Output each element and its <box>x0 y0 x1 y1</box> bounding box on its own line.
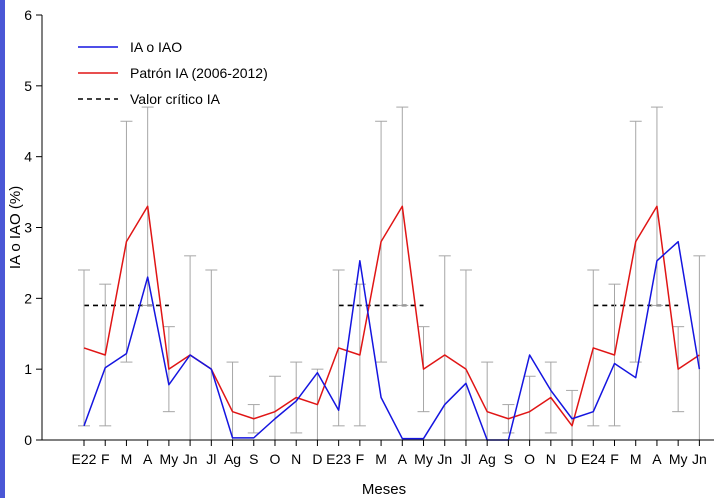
x-tick-label: O <box>524 451 535 467</box>
x-tick-label: D <box>567 451 577 467</box>
x-tick-label: Jn <box>692 451 707 467</box>
x-tick-label: D <box>312 451 322 467</box>
legend-label-patron: Patrón IA (2006-2012) <box>130 65 268 81</box>
x-axis-title: Meses <box>362 481 406 498</box>
x-tick-label: F <box>610 451 619 467</box>
x-tick-label: M <box>375 451 387 467</box>
x-tick-label: My <box>414 451 433 467</box>
x-tick-label: A <box>398 451 408 467</box>
x-tick-label: Jn <box>183 451 198 467</box>
y-tick-label: 4 <box>24 149 32 165</box>
y-tick-label: 1 <box>24 361 32 377</box>
x-tick-label: E22 <box>72 451 97 467</box>
x-tick-label: S <box>504 451 513 467</box>
x-tick-label: My <box>669 451 688 467</box>
legend-label-critical: Valor crítico IA <box>130 91 221 107</box>
x-tick-label: Jl <box>461 451 471 467</box>
x-tick-label: A <box>652 451 662 467</box>
x-tick-label: O <box>270 451 281 467</box>
x-tick-label: S <box>249 451 258 467</box>
x-tick-label: Jn <box>437 451 452 467</box>
x-tick-label: E24 <box>581 451 606 467</box>
legend-label-ia: IA o IAO <box>130 39 182 55</box>
x-tick-label: N <box>291 451 301 467</box>
x-tick-label: M <box>630 451 642 467</box>
left-accent-strip <box>0 0 5 498</box>
x-tick-label: E23 <box>326 451 351 467</box>
y-tick-label: 5 <box>24 78 32 94</box>
x-tick-label: My <box>160 451 179 467</box>
x-tick-label: Ag <box>224 451 241 467</box>
x-tick-label: F <box>356 451 365 467</box>
x-tick-label: A <box>143 451 153 467</box>
x-tick-label: M <box>121 451 133 467</box>
series-line-ia <box>83 240 701 441</box>
y-tick-label: 3 <box>24 220 32 236</box>
x-tick-label: F <box>101 451 110 467</box>
y-tick-label: 2 <box>24 290 32 306</box>
y-tick-label: 6 <box>24 7 32 23</box>
series-line-patron <box>83 205 700 427</box>
y-axis-title: IA o IAO (%) <box>7 186 24 269</box>
x-tick-label: Ag <box>479 451 496 467</box>
x-tick-label: Jl <box>206 451 216 467</box>
y-tick-label: 0 <box>24 432 32 448</box>
x-tick-label: N <box>546 451 556 467</box>
